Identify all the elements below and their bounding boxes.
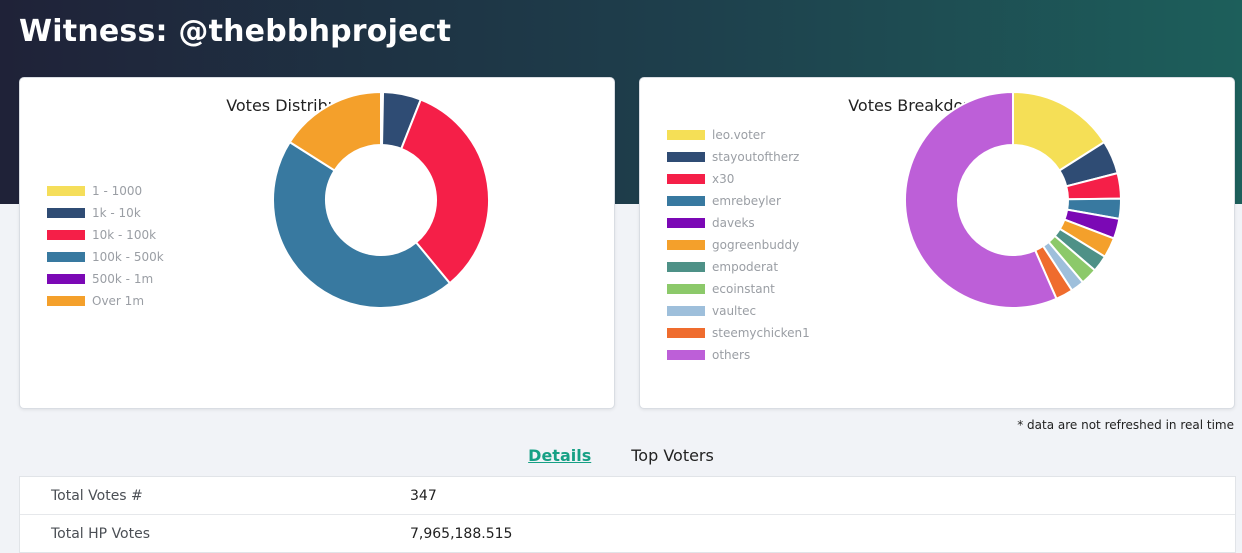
legend-label: 1 - 1000	[92, 184, 143, 198]
tab-top-voters[interactable]: Top Voters	[631, 446, 714, 465]
legend-swatch	[47, 274, 85, 284]
table-row: Total HP Votes 7,965,188.515	[20, 515, 1235, 552]
legend-item-vaultec[interactable]: vaultec	[667, 300, 810, 322]
legend-swatch	[667, 240, 705, 250]
legend-swatch	[667, 306, 705, 316]
legend-item-ecoinstant[interactable]: ecoinstant	[667, 278, 810, 300]
legend-item-10k-100k[interactable]: 10k - 100k	[47, 224, 164, 246]
table-row: Total Votes # 347	[20, 477, 1235, 515]
legend-item-stayoutoftherz[interactable]: stayoutoftherz	[667, 146, 810, 168]
donut-slice-10k-100k[interactable]	[399, 98, 490, 285]
votes-breakdown-donut	[904, 90, 1123, 309]
donut-slice-100k-500k[interactable]	[272, 140, 452, 309]
legend-swatch	[667, 196, 705, 206]
legend-swatch	[667, 350, 705, 360]
legend-swatch	[47, 186, 85, 196]
chart-legend: leo.voter stayoutoftherz x30 emrebeyler dave…	[667, 124, 810, 366]
legend-swatch	[47, 230, 85, 240]
legend-item-over-1m[interactable]: Over 1m	[47, 290, 164, 312]
legend-label: others	[712, 348, 751, 362]
total-votes-value: 347	[410, 487, 437, 504]
total-hp-votes-label: Total HP Votes	[51, 525, 151, 542]
legend-item-others[interactable]: others	[667, 344, 810, 366]
legend-label: empoderat	[712, 260, 779, 274]
legend-label: vaultec	[712, 304, 757, 318]
legend-label: 100k - 500k	[92, 250, 164, 264]
donut-slice-others[interactable]	[904, 90, 1058, 309]
legend-label: Over 1m	[92, 294, 145, 308]
legend-item-100k-500k[interactable]: 100k - 500k	[47, 246, 164, 268]
votes-distribution-donut	[272, 90, 490, 309]
legend-label: ecoinstant	[712, 282, 775, 296]
legend-item-leo-voter[interactable]: leo.voter	[667, 124, 810, 146]
legend-item-empoderat[interactable]: empoderat	[667, 256, 810, 278]
legend-item-daveks[interactable]: daveks	[667, 212, 810, 234]
total-votes-label: Total Votes #	[51, 487, 143, 504]
legend-swatch	[667, 262, 705, 272]
legend-item-steemychicken1[interactable]: steemychicken1	[667, 322, 810, 344]
legend-swatch	[47, 208, 85, 218]
legend-label: x30	[712, 172, 735, 186]
legend-item-1-1000[interactable]: 1 - 1000	[47, 180, 164, 202]
legend-label: daveks	[712, 216, 755, 230]
donut-slice-over-1m[interactable]	[288, 90, 382, 172]
legend-item-emrebeyler[interactable]: emrebeyler	[667, 190, 810, 212]
page-title: Witness: @thebbhproject	[19, 14, 452, 49]
legend-item-gogreenbuddy[interactable]: gogreenbuddy	[667, 234, 810, 256]
legend-label: stayoutoftherz	[712, 150, 800, 164]
legend-label: gogreenbuddy	[712, 238, 800, 252]
legend-swatch	[667, 284, 705, 294]
legend-label: emrebeyler	[712, 194, 781, 208]
refresh-footnote: * data are not refreshed in real time	[1017, 418, 1234, 432]
details-table: Total Votes # 347 Total HP Votes 7,965,1…	[19, 476, 1236, 553]
legend-swatch	[667, 130, 705, 140]
tab-details[interactable]: Details	[528, 446, 592, 465]
legend-item-1k-10k[interactable]: 1k - 10k	[47, 202, 164, 224]
legend-label: leo.voter	[712, 128, 766, 142]
legend-label: 1k - 10k	[92, 206, 141, 220]
chart-legend: 1 - 1000 1k - 10k 10k - 100k 100k - 500k 500…	[47, 180, 164, 312]
detail-tabs: Details Top Voters	[0, 446, 1242, 465]
legend-label: steemychicken1	[712, 326, 810, 340]
legend-swatch	[667, 174, 705, 184]
total-hp-votes-value: 7,965,188.515	[410, 525, 513, 542]
legend-label: 10k - 100k	[92, 228, 157, 242]
legend-swatch	[667, 218, 705, 228]
legend-item-500k-1m[interactable]: 500k - 1m	[47, 268, 164, 290]
legend-swatch	[667, 328, 705, 338]
legend-label: 500k - 1m	[92, 272, 154, 286]
legend-swatch	[47, 296, 85, 306]
legend-item-x30[interactable]: x30	[667, 168, 810, 190]
legend-swatch	[47, 252, 85, 262]
legend-swatch	[667, 152, 705, 162]
